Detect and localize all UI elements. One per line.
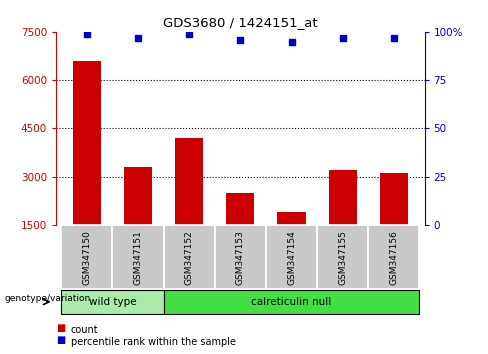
Bar — [112, 225, 163, 289]
Bar — [163, 290, 420, 314]
Bar — [317, 225, 368, 289]
Bar — [278, 212, 305, 225]
Bar — [215, 225, 266, 289]
Bar — [124, 167, 152, 225]
Point — [339, 35, 346, 40]
Bar — [163, 225, 215, 289]
Text: GSM347152: GSM347152 — [184, 230, 194, 285]
Bar — [368, 225, 420, 289]
Text: calreticulin null: calreticulin null — [251, 297, 332, 307]
Point — [134, 35, 142, 40]
Text: GSM347155: GSM347155 — [338, 230, 347, 285]
Text: GSM347150: GSM347150 — [82, 230, 91, 285]
Text: ■: ■ — [56, 323, 65, 333]
Text: wild type: wild type — [89, 297, 136, 307]
Point — [83, 31, 91, 36]
Text: GSM347151: GSM347151 — [134, 230, 142, 285]
Point — [185, 31, 193, 36]
Bar — [73, 61, 101, 225]
Text: GSM347154: GSM347154 — [287, 230, 296, 285]
Point — [390, 35, 398, 40]
Point — [237, 37, 244, 42]
Bar — [266, 225, 317, 289]
Bar — [61, 290, 163, 314]
Text: GSM347153: GSM347153 — [236, 230, 245, 285]
Text: count: count — [71, 325, 99, 335]
Text: GSM347156: GSM347156 — [389, 230, 398, 285]
Title: GDS3680 / 1424151_at: GDS3680 / 1424151_at — [163, 16, 318, 29]
Text: genotype/variation: genotype/variation — [5, 294, 91, 303]
Bar — [226, 193, 254, 225]
Point — [287, 39, 295, 44]
Bar — [380, 173, 408, 225]
Bar — [328, 170, 357, 225]
Text: percentile rank within the sample: percentile rank within the sample — [71, 337, 236, 347]
Text: ■: ■ — [56, 335, 65, 346]
Bar — [61, 225, 112, 289]
Bar — [175, 138, 203, 225]
